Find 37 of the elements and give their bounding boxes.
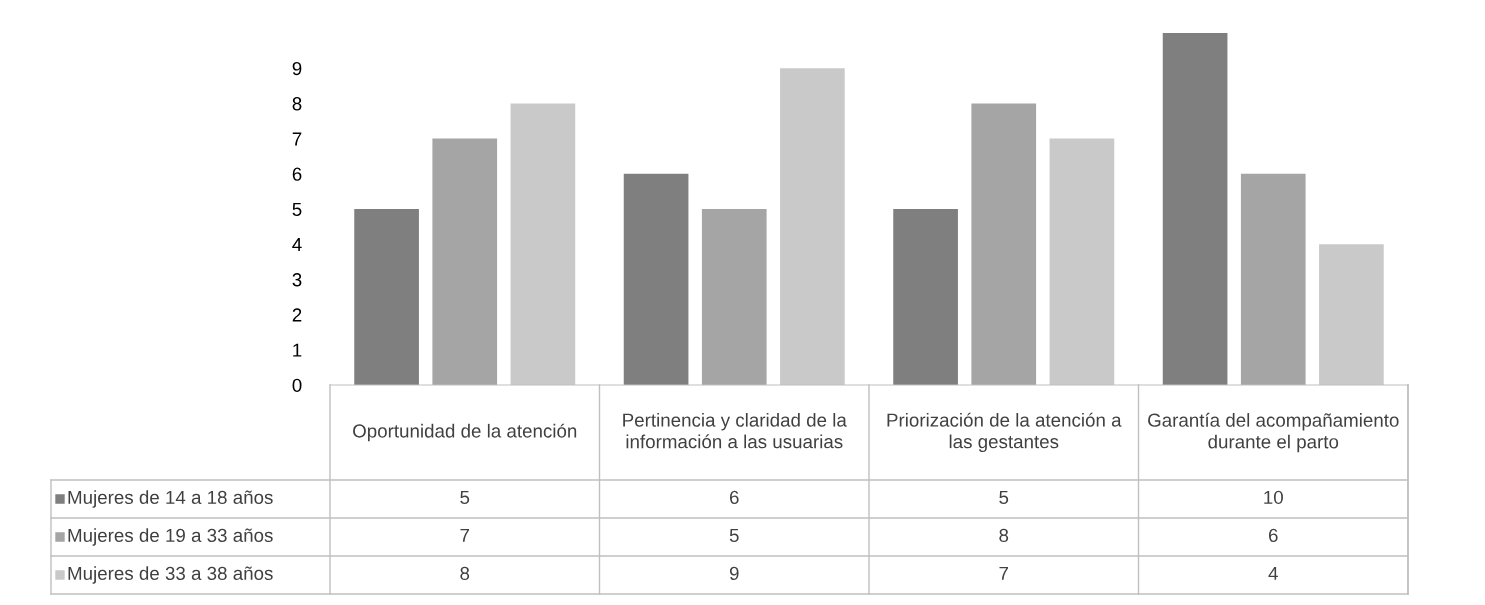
bar [1240,173,1306,385]
y-tick-label: 1 [293,343,302,357]
y-tick-label: 2 [292,308,302,322]
data-label: 7 [999,566,1009,580]
data-label: 9 [729,566,739,581]
data-label: 7 [460,528,470,542]
bar [432,138,498,385]
bar [623,173,689,385]
bar [354,209,419,385]
y-tick-label: 3 [292,273,302,287]
legend-label: Mujeres de 14 a 18 años [68,490,273,508]
bar [1162,33,1228,385]
data-label: 6 [729,490,739,505]
data-label: 6 [1268,528,1278,543]
x-tick-label: Garantía del acompañamiento durante el parto [1148,412,1399,453]
x-tick-label: Priorización de la atención a las gestantes [887,412,1122,453]
legend-label: Mujeres de 19 a 33 años [68,528,273,546]
data-label: 8 [999,528,1009,543]
x-tick-label: Pertinencia y claridad de la información a las usuarias [623,412,847,449]
bar [971,103,1037,385]
data-label: 4 [1268,566,1278,580]
y-tick-label: 5 [292,202,302,216]
y-tick-label: 0 [292,378,302,392]
bar [893,209,958,385]
bar [701,209,767,385]
y-tick-label: 8 [292,97,302,111]
legend-label: Mujeres de 33 a 38 años [68,566,273,584]
y-tick-label: 4 [292,238,302,251]
data-label: 5 [729,528,739,543]
data-label: 8 [460,566,470,581]
x-tick-label: Oportunidad de la atención [353,423,577,442]
data-label: 5 [460,490,470,505]
y-tick-label: 7 [292,132,302,146]
data-label: 10 [1264,490,1283,505]
y-tick-label: 6 [292,167,302,181]
data-label: 5 [999,490,1009,505]
y-tick-label: 9 [292,61,302,76]
